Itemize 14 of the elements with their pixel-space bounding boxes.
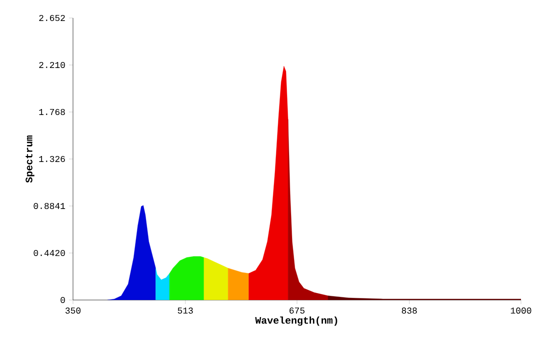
y-tick-label: 0.4420 — [34, 250, 65, 256]
y-tick-label: 1.326 — [39, 156, 65, 162]
y-tick-label: 2.652 — [39, 14, 65, 22]
y-tick-label: 0 — [60, 296, 65, 304]
x-tick-label: 1000 — [510, 308, 532, 314]
y-axis-title: Spectrum — [26, 135, 34, 183]
y-tick-label: 2.210 — [39, 62, 65, 68]
y-tick-label: 1.768 — [39, 108, 65, 116]
x-tick-label: 513 — [178, 308, 193, 314]
x-tick-label: 675 — [290, 308, 304, 314]
x-axis-title: Wavelength(nm) — [255, 316, 338, 326]
x-tick-label: 838 — [402, 308, 417, 314]
y-tick-label: 0.8841 — [34, 202, 66, 210]
x-tick-label: 350 — [65, 308, 81, 314]
